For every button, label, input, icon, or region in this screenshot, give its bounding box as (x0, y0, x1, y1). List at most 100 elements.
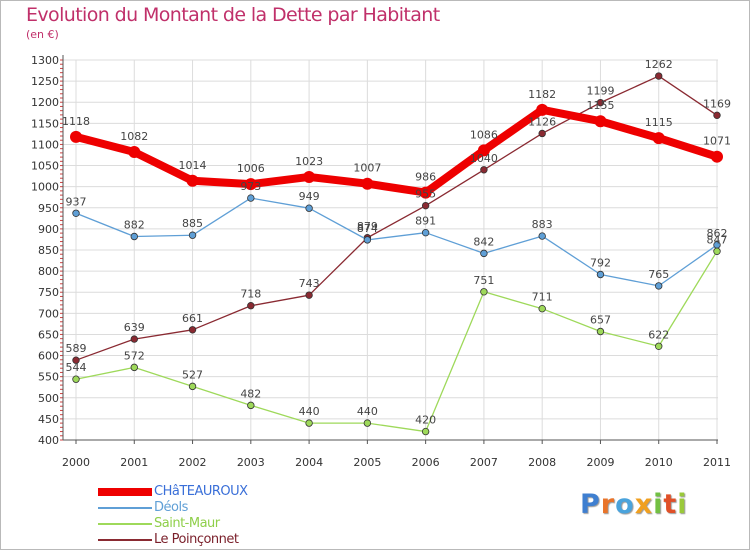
data-label: 1155 (586, 99, 614, 112)
y-tick-label: 1200 (31, 96, 59, 109)
x-tick-label: 2000 (62, 456, 90, 469)
logo-letter: o (615, 489, 635, 520)
data-label: 765 (648, 268, 669, 281)
axes (60, 55, 718, 444)
logo-letter: r (600, 489, 616, 520)
data-label: 1040 (470, 152, 498, 165)
series-point-2 (188, 382, 197, 391)
legend-label: Saint-Maur (154, 516, 220, 531)
series-point-1 (655, 282, 663, 290)
y-tick-label: 850 (38, 244, 59, 257)
data-label: 420 (415, 414, 436, 427)
y-tick-label: 700 (38, 307, 59, 320)
data-label: 874 (357, 222, 378, 235)
data-label: 955 (415, 188, 436, 201)
series-point-1 (72, 209, 80, 217)
x-tick-label: 2003 (237, 456, 265, 469)
series-point-3 (188, 326, 197, 334)
series-point-0 (594, 115, 607, 128)
legend-swatch (98, 488, 152, 496)
x-tick-label: 2007 (470, 456, 498, 469)
series-point-3 (72, 356, 80, 364)
data-label: 661 (182, 312, 203, 325)
data-label: 482 (240, 387, 261, 400)
series-point-0 (419, 186, 432, 199)
data-label: 743 (299, 277, 320, 290)
data-label: 847 (707, 233, 728, 246)
data-label: 622 (648, 328, 669, 341)
series-point-1 (421, 228, 430, 237)
series-point-3 (538, 129, 546, 138)
series-point-3 (130, 335, 138, 343)
grid-lines (63, 59, 718, 441)
y-tick-labels: 400 450 500 550 600 650 700 750 800 850 900 950 1000… (31, 54, 59, 447)
data-label: 1023 (295, 155, 323, 168)
series-point-1 (247, 194, 255, 202)
data-label: 1118 (62, 115, 90, 128)
data-label: 440 (299, 405, 320, 418)
y-tick-label: 400 (38, 434, 59, 447)
data-label: 973 (240, 180, 261, 193)
logo-letter: x (634, 489, 654, 520)
data-label: 891 (415, 215, 436, 228)
y-tick-label: 1050 (31, 160, 59, 173)
series-point-1 (130, 232, 138, 241)
series-point-3 (421, 201, 430, 210)
legend-label: Déols (154, 500, 188, 515)
y-tick-label: 500 (38, 392, 59, 405)
series-point-0 (244, 178, 257, 191)
data-label: 1014 (179, 159, 207, 172)
x-tick-label: 2002 (179, 456, 207, 469)
data-label: 1262 (645, 58, 673, 71)
x-tick-label: 2004 (295, 456, 323, 469)
series-point-2 (247, 401, 255, 410)
legend-swatch (98, 539, 152, 541)
data-label: 751 (473, 274, 494, 287)
logo-letter: i (677, 489, 688, 520)
series-point-2 (130, 363, 138, 372)
proxiti-logo: Proxiti (580, 489, 688, 520)
data-label: 639 (124, 321, 145, 334)
logo-letter: i (653, 489, 664, 520)
data-label: 657 (590, 313, 611, 326)
x-tick-label: 2006 (412, 456, 440, 469)
y-tick-label: 1150 (31, 117, 59, 130)
y-tick-label: 1300 (31, 54, 59, 67)
series-point-0 (652, 132, 665, 145)
series-point-2 (480, 288, 488, 296)
data-label: 1182 (528, 88, 556, 101)
logo-letter: t (663, 489, 678, 520)
series-point-1 (305, 204, 313, 212)
unit-label: (en €) (26, 28, 59, 41)
y-tick-label: 1000 (31, 181, 59, 194)
y-tick-label: 950 (38, 202, 59, 215)
series-point-1 (480, 249, 488, 258)
legend-swatch (98, 523, 152, 525)
data-label: 718 (240, 288, 261, 301)
data-label: 1082 (120, 130, 148, 143)
series-point-3 (247, 302, 255, 310)
data-label: 879 (357, 220, 378, 233)
series-point-2 (596, 327, 605, 336)
series-point-3 (655, 72, 663, 80)
data-label: 862 (707, 227, 728, 240)
series-line-1 (75, 197, 718, 287)
x-tick-label: 2008 (528, 456, 556, 469)
series-point-2 (363, 419, 372, 427)
y-tick-label: 1100 (31, 138, 59, 151)
x-tick-labels: 2000 2001 2002 2003 2004 2005 2006 2007 2008 2009… (62, 456, 731, 469)
line-chart: 400 450 500 550 600 650 700 750 800 850 900 950 1000… (31, 54, 731, 469)
series-point-3 (480, 166, 488, 174)
y-tick-label: 650 (38, 328, 59, 341)
legend-label: CHâTEAUROUX (154, 484, 248, 499)
series-point-2 (655, 342, 663, 350)
series-point-2 (72, 375, 80, 383)
series-point-2 (305, 419, 313, 427)
series-point-2 (538, 304, 546, 313)
series-point-1 (363, 236, 372, 244)
series-point-3 (713, 111, 721, 120)
y-tick-label: 900 (38, 223, 59, 236)
series-point-0 (128, 146, 141, 159)
series-line-2 (75, 250, 718, 433)
